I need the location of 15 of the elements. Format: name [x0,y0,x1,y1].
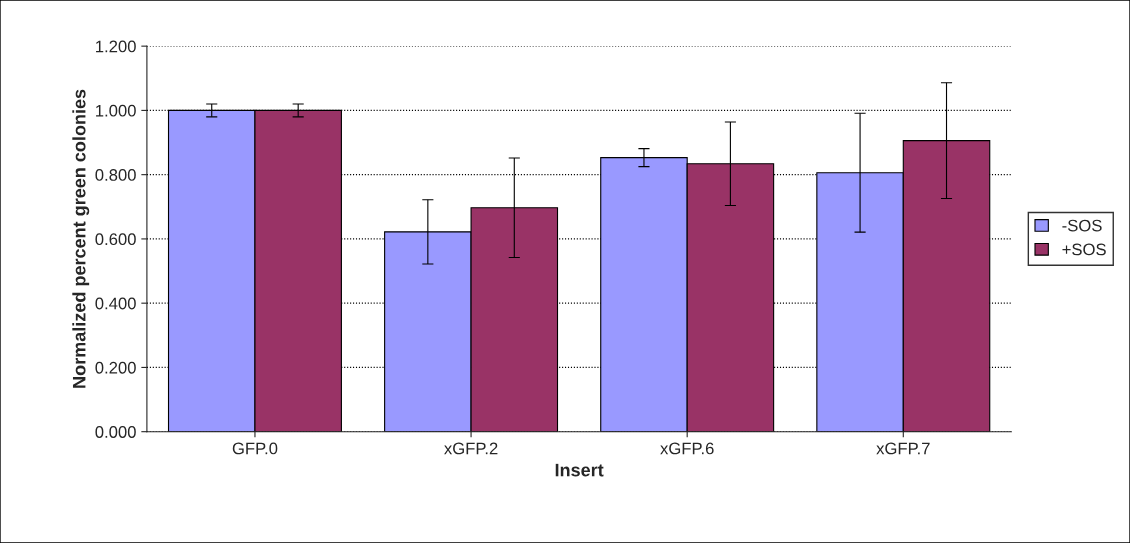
legend-label: -SOS [1062,219,1102,232]
x-axis-title: Insert [555,463,604,477]
x-tick-label: xGFP.2 [444,442,498,455]
y-tick-label: 0.600 [95,233,136,246]
legend-label: +SOS [1062,243,1106,256]
y-tick-label: 0.000 [95,426,136,438]
y-tick-label: 0.400 [95,297,136,310]
y-tick-label: 1.000 [96,104,136,117]
x-tick-label: GFP.0 [232,442,278,455]
y-tick-label: 0.200 [95,361,136,374]
y-tick-label: 1.200 [96,40,136,53]
x-tick-label: xGFP.6 [660,442,714,455]
y-tick-label: 0.800 [95,169,136,181]
x-tick-label: xGFP.7 [876,442,930,455]
y-axis-title: Normalized percent green colonies [72,89,90,388]
